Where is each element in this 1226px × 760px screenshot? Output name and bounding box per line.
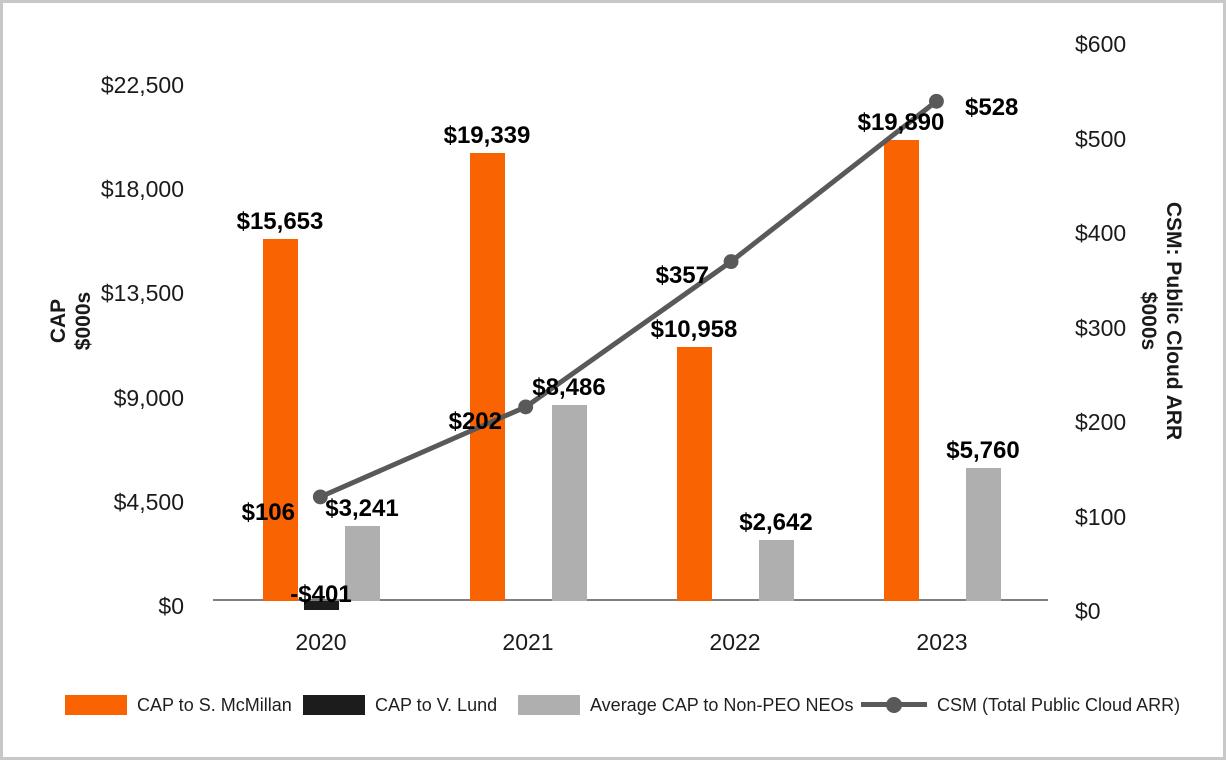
right-axis-tick-label: $300 <box>1075 314 1127 341</box>
bar-value-label: -$401 <box>290 581 352 608</box>
bar-average-cap-to-non-peo-neos-2023 <box>965 467 1001 601</box>
legend-label: CAP to V. Lund <box>375 694 498 715</box>
bar-value-label: $2,642 <box>739 508 813 536</box>
legend-label: CSM (Total Public Cloud ARR) <box>937 694 1181 715</box>
bar-average-cap-to-non-peo-neos-2020 <box>344 525 380 601</box>
bar-average-cap-to-non-peo-neos-2021 <box>551 404 587 601</box>
left-axis-tick-label: $13,500 <box>100 280 184 307</box>
legend-label: CAP to S. McMillan <box>137 694 292 715</box>
x-axis-year-label: 2022 <box>709 629 761 655</box>
legend: CAP to S. McMillan CAP to V. Lund Average … <box>3 693 1223 719</box>
legend-swatch-bar <box>65 695 127 715</box>
bar-value-label: $15,653 <box>236 207 324 235</box>
left-axis-tick-label: $22,500 <box>100 72 184 98</box>
right-axis-tick-label: $600 <box>1075 31 1127 57</box>
left-axis-tick-label: $0 <box>158 593 184 619</box>
right-axis-tick-label: $400 <box>1075 220 1127 246</box>
line-value-label: $106 <box>241 498 295 526</box>
bar-value-label: $8,486 <box>532 373 606 401</box>
bar-cap-to-s-mcmillan-2020 <box>262 238 298 601</box>
legend-item-csm-total-public-cloud-arr-: CSM (Total Public Cloud ARR) <box>861 693 1180 717</box>
line-value-label: $202 <box>448 408 502 436</box>
left-axis-tick-label: $18,000 <box>100 176 184 203</box>
line-value-label: $528 <box>965 94 1019 122</box>
bar-average-cap-to-non-peo-neos-2022 <box>758 539 794 601</box>
legend-item-average-cap-to-non-peo-neos: Average CAP to Non-PEO NEOs <box>518 693 853 717</box>
left-axis-tick-label: $9,000 <box>113 384 184 411</box>
axis-ticks: $0 $4,500 $9,000 $13,500 $18,000 $22,500 $0 $10… <box>3 3 1223 757</box>
right-axis-tick-label: $500 <box>1075 125 1127 152</box>
x-axis-year-label: 2023 <box>916 629 968 655</box>
bar-value-label: $19,339 <box>443 122 531 150</box>
legend-label: Average CAP to Non-PEO NEOs <box>590 694 854 715</box>
right-axis-tick-label: $0 <box>1075 598 1101 624</box>
bar-value-label: $19,890 <box>857 109 945 137</box>
data-labels-layer: $15,653 $19,339 $10,958 $19,890 -$401 $3,241 $… <box>3 3 1223 757</box>
bar-value-label: $5,760 <box>946 436 1020 464</box>
x-axis-year-label: 2020 <box>295 629 347 655</box>
legend-swatch-bar <box>518 695 580 715</box>
line-value-label: $357 <box>655 261 709 289</box>
x-axis-line <box>213 599 1048 601</box>
legend-item-cap-to-v-lund: CAP to V. Lund <box>303 693 497 717</box>
legend-swatch-line <box>861 695 927 715</box>
bar-cap-to-v-lund-2020 <box>303 601 339 611</box>
left-axis-tick-label: $4,500 <box>113 488 184 515</box>
right-axis-tick-label: $200 <box>1075 409 1127 435</box>
bar-value-label: $10,958 <box>650 316 738 344</box>
bar-value-label: $3,241 <box>325 494 399 522</box>
legend-line-dot-icon <box>886 697 902 713</box>
bar-cap-to-s-mcmillan-2023 <box>883 140 919 601</box>
legend-item-cap-to-s-mcmillan: CAP to S. McMillan <box>65 693 292 717</box>
bar-cap-to-s-mcmillan-2022 <box>676 347 712 601</box>
x-axis-year-label: 2021 <box>502 629 554 655</box>
right-axis-tick-label: $100 <box>1075 503 1127 530</box>
legend-swatch-bar <box>303 695 365 715</box>
